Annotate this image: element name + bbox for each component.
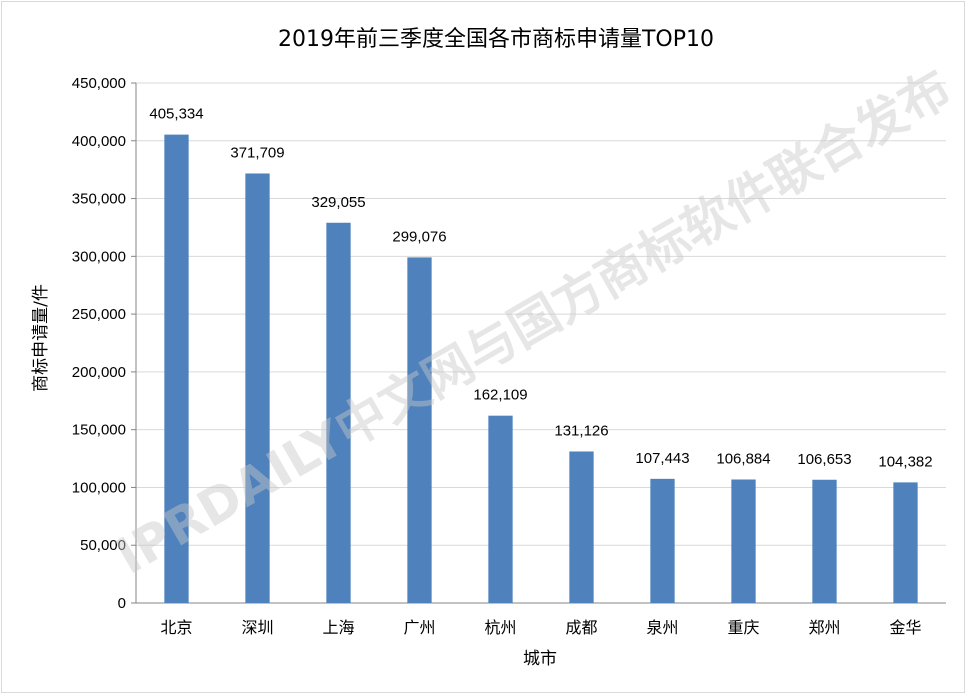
y-tick-label: 300,000	[72, 248, 126, 265]
chart-title: 2019年前三季度全国各市商标申请量TOP10	[278, 27, 714, 52]
data-label: 131,126	[554, 422, 608, 439]
x-tick-label: 北京	[160, 618, 192, 637]
bar	[650, 478, 675, 603]
y-tick-label: 350,000	[72, 191, 126, 208]
x-tick-label: 郑州	[808, 618, 840, 637]
bar	[488, 415, 513, 603]
y-axis-title: 商标申请量/件	[31, 284, 51, 392]
y-tick-label: 250,000	[72, 306, 126, 323]
y-tick-label: 150,000	[72, 422, 126, 439]
data-labels: 405,334 371,709 329,055 299,076 162,109 131,1…	[149, 106, 932, 471]
data-label: 104,382	[878, 453, 932, 470]
x-tick-label: 重庆	[727, 618, 759, 637]
x-tick-label: 金华	[889, 618, 921, 637]
y-tick-label: 200,000	[72, 364, 126, 381]
data-label: 329,055	[311, 194, 365, 211]
bar	[164, 134, 189, 603]
x-tick-label: 泉州	[646, 618, 678, 637]
x-tick-label: 深圳	[241, 618, 273, 637]
bar	[569, 451, 594, 603]
x-tick-label: 成都	[565, 618, 597, 637]
y-tick-label: 400,000	[72, 133, 126, 150]
axes: 0 50,000 100,000 150,000 200,000 250,000 300,0…	[72, 75, 946, 637]
gridlines	[136, 82, 946, 546]
bar	[812, 479, 837, 603]
data-label: 106,653	[797, 451, 851, 468]
x-axis-title: 城市	[523, 649, 557, 669]
bar	[407, 257, 432, 603]
x-tick-label: 广州	[403, 618, 435, 637]
data-label: 107,443	[635, 450, 689, 467]
y-tick-label: 450,000	[72, 75, 126, 92]
data-label: 405,334	[149, 106, 203, 123]
y-tick-label: 0	[118, 595, 126, 612]
data-label: 371,709	[230, 144, 284, 161]
bar	[245, 173, 270, 603]
data-label: 106,884	[716, 450, 770, 467]
y-tick-label: 50,000	[80, 537, 126, 554]
bars	[164, 134, 918, 603]
bar	[326, 222, 351, 603]
data-label: 162,109	[473, 387, 527, 404]
bar	[731, 479, 756, 603]
x-tick-label: 杭州	[484, 618, 516, 637]
x-tick-label: 上海	[322, 618, 354, 637]
bar	[893, 482, 918, 603]
y-tick-label: 100,000	[72, 479, 126, 496]
data-label: 299,076	[392, 228, 446, 245]
